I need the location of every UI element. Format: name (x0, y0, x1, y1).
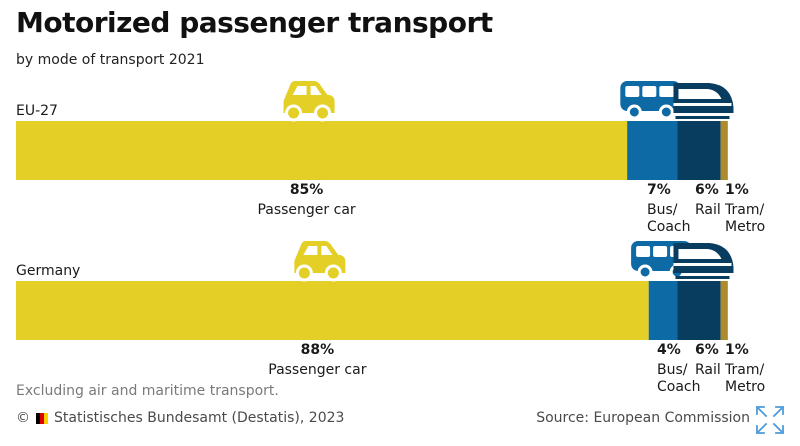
expand-arrows-icon[interactable] (754, 404, 786, 436)
train-icon (673, 83, 734, 119)
bar-segment-eu-27-passenger-car (16, 121, 628, 180)
value-label-eu-27-passenger-car: 85% (290, 182, 324, 198)
value-label-eu-27-tram-metro: 1% (725, 182, 749, 198)
german-flag-icon (36, 412, 48, 424)
series-label-germany-bus-coach: Bus/ (657, 362, 688, 378)
value-label-germany-tram-metro: 1% (725, 342, 749, 358)
bar-segment-germany-bus-coach (648, 281, 678, 340)
value-label-eu-27-rail: 6% (695, 182, 719, 198)
series-label-eu-27-bus-coach-2: Coach (647, 219, 691, 235)
car-icon (294, 241, 346, 282)
series-label-eu-27-rail: Rail (695, 202, 721, 218)
chart-title: Motorized passenger transport (16, 6, 493, 39)
series-label-eu-27-bus-coach: Bus/ (647, 202, 678, 218)
chart-subtitle: by mode of transport 2021 (16, 52, 205, 68)
publisher-name: Statistisches Bundesamt (Destatis), 2023 (54, 410, 345, 426)
category-label-eu-27: EU-27 (16, 103, 58, 119)
bar-segment-germany-tram-metro (720, 281, 728, 340)
bus-icon (620, 81, 681, 120)
footnote: Excluding air and maritime transport. (16, 383, 279, 399)
value-label-germany-passenger-car: 88% (301, 342, 335, 358)
series-label-germany-tram-metro: Tram/ (724, 362, 764, 378)
value-label-germany-rail: 6% (695, 342, 719, 358)
bar-segment-eu-27-tram-metro (720, 121, 728, 180)
bar-segment-germany-rail (677, 281, 721, 340)
series-label-germany-tram-metro-2: Metro (725, 379, 765, 395)
bar-segment-germany-passenger-car (16, 281, 649, 340)
publisher-credit: © Statistisches Bundesamt (Destatis), 20… (16, 410, 344, 426)
copyright-symbol: © (16, 410, 30, 426)
series-label-germany-passenger-car: Passenger car (268, 362, 366, 378)
source-credit: Source: European Commission (536, 410, 750, 426)
value-label-germany-bus-coach: 4% (657, 342, 681, 358)
value-label-eu-27-bus-coach: 7% (647, 182, 671, 198)
car-icon (283, 81, 335, 122)
train-icon (673, 243, 734, 279)
category-label-germany: Germany (16, 263, 80, 279)
bar-segment-eu-27-bus-coach (627, 121, 678, 180)
bar-segment-eu-27-rail (677, 121, 721, 180)
series-label-eu-27-tram-metro-2: Metro (725, 219, 765, 235)
series-label-germany-bus-coach-2: Coach (657, 379, 701, 395)
series-label-eu-27-passenger-car: Passenger car (257, 202, 355, 218)
series-label-eu-27-tram-metro: Tram/ (724, 202, 764, 218)
series-label-germany-rail: Rail (695, 362, 721, 378)
